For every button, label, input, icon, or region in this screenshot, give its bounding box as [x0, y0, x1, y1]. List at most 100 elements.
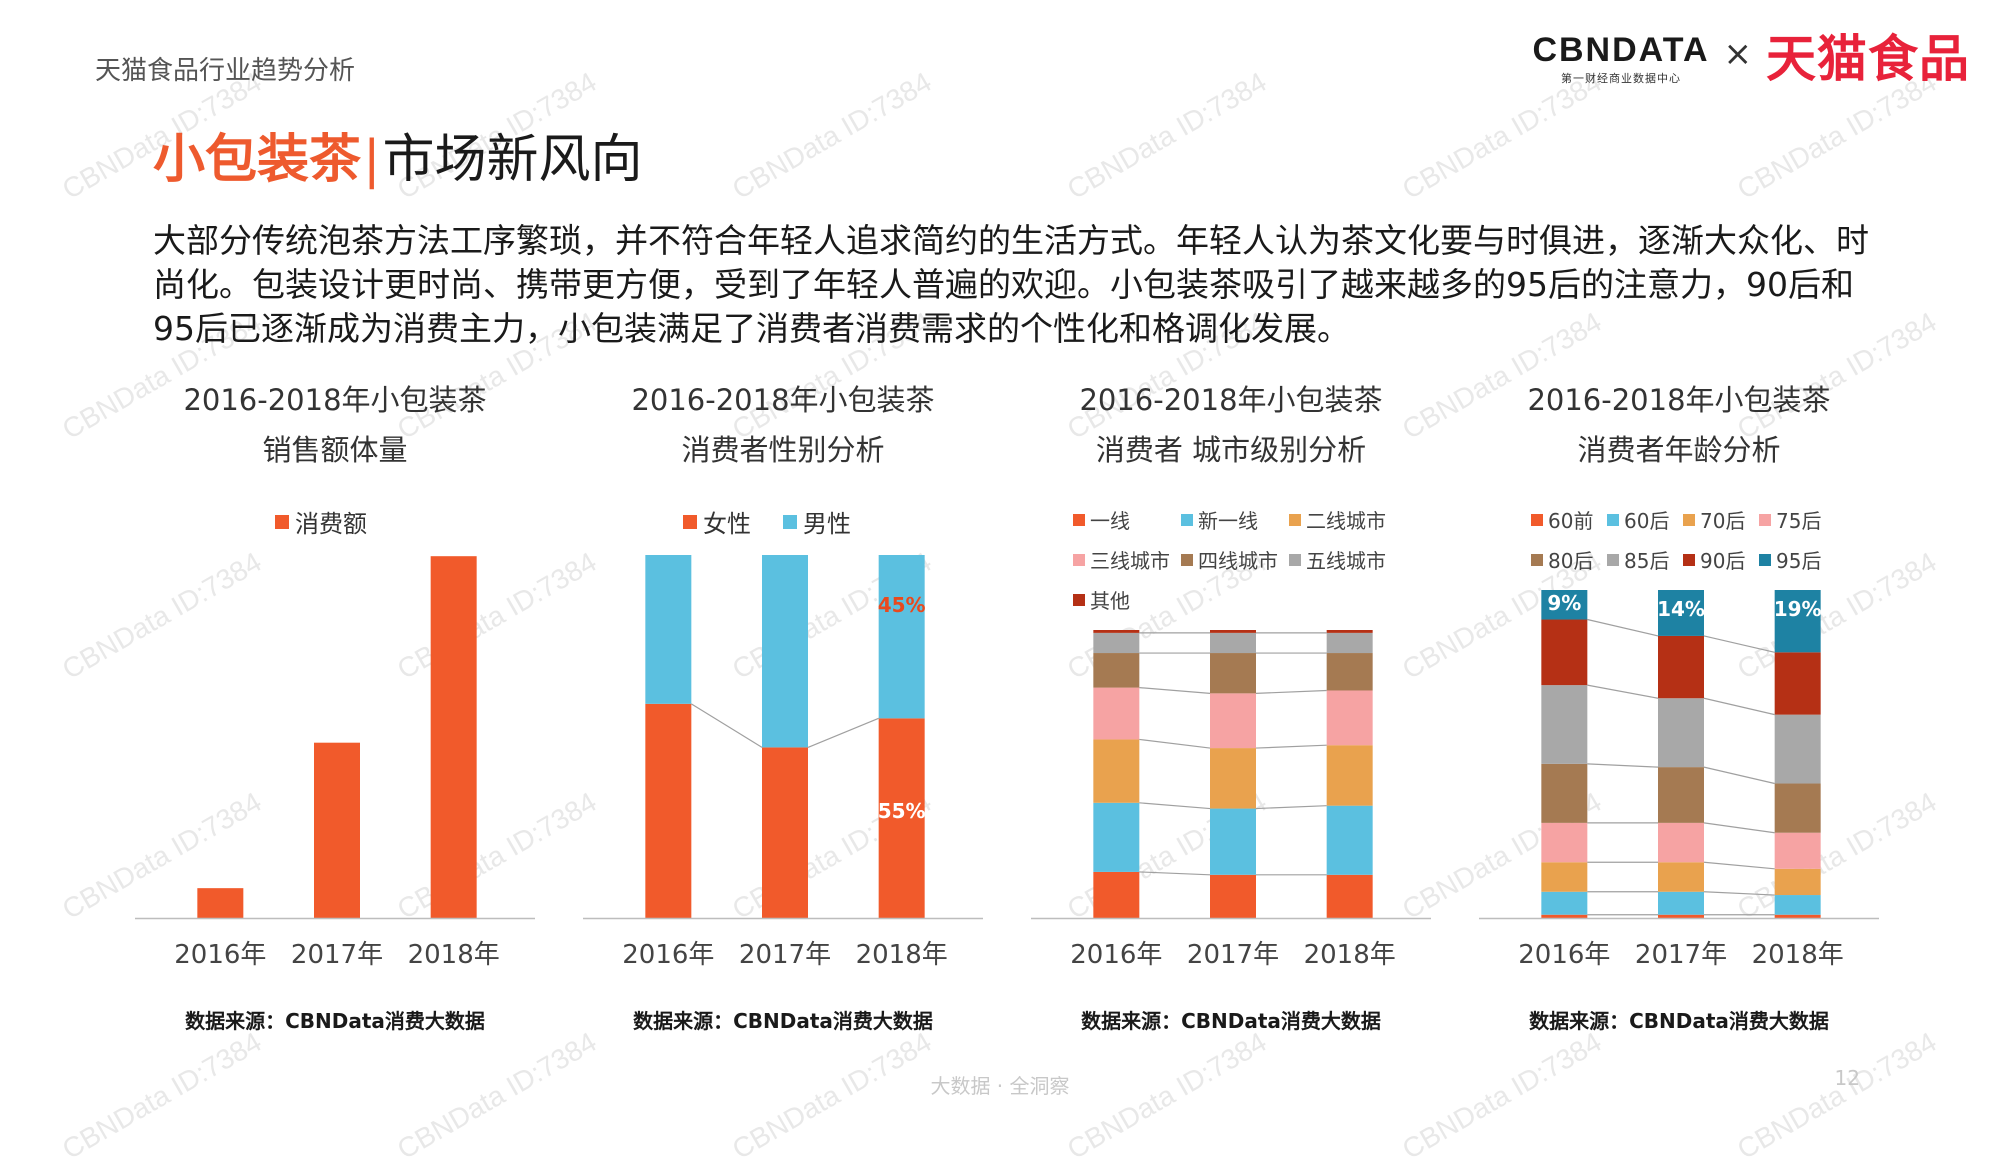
chart-source: 数据来源：CBNData消费大数据 [1081, 1009, 1381, 1033]
legend-label: 80后 [1548, 549, 1593, 573]
bar-segment [1774, 590, 1821, 653]
chart-source: 数据来源：CBNData消费大数据 [185, 1009, 485, 1033]
x-tick-label: 2017年 [1187, 940, 1279, 970]
bar-segment [1658, 698, 1704, 768]
x-tick-label: 2017年 [739, 940, 831, 970]
bar-segment [1774, 783, 1821, 833]
series-connector-line [807, 717, 879, 748]
bar-segment [1774, 652, 1821, 715]
bar-segment [1326, 805, 1373, 875]
series-connector-line [1703, 822, 1775, 834]
series-connector-line [1703, 861, 1775, 870]
legend-swatch- [783, 515, 797, 529]
legend-label: 二线城市 [1306, 509, 1386, 533]
bar-segment [1774, 714, 1821, 784]
legend-swatch [1607, 554, 1619, 566]
chart-city-tier: 一线 新一线 二线城市 三线城市 四线城市 五线城市 其他 2016年 2017年 2018年 2… [1021, 375, 1441, 1035]
bar-segment [1541, 822, 1588, 863]
legend-swatch [1683, 554, 1695, 566]
legend-swatch [1531, 514, 1543, 526]
bar-segment [1658, 862, 1704, 892]
data-label: 14% [1657, 597, 1705, 621]
series-connector-line [1587, 618, 1659, 637]
intro-paragraph: 大部分传统泡茶方法工序繁琐，并不符合年轻人追求简约的生活方式。年轻人认为茶文化要… [153, 221, 1869, 348]
bar-segment [878, 718, 925, 918]
bar-segment [1658, 891, 1704, 915]
legend-label: 60前 [1548, 509, 1593, 533]
data-label: 19% [1774, 597, 1822, 621]
bar-segment [1093, 653, 1140, 688]
bar-segment [1774, 914, 1821, 918]
bar-segment [1093, 802, 1140, 872]
x-tick-label: 2018年 [1304, 940, 1396, 970]
legend-swatch [1181, 554, 1193, 566]
bar-segment [1093, 687, 1140, 740]
legend-label: 五线城市 [1306, 549, 1386, 573]
bar-segment [878, 555, 925, 719]
bar-segment [1210, 693, 1256, 749]
chart-age: 60前 60后 70后 75后 80后 85后 90后 95后 2016年 2017年 2018年 9… [1469, 375, 1889, 1035]
cbndata-logo-subtitle: 第一财经商业数据中心 [1560, 72, 1681, 85]
legend-swatch- [683, 515, 697, 529]
legend-swatch [1607, 514, 1619, 526]
x-tick-label: 2018年 [1752, 940, 1844, 970]
legend-label: 95后 [1776, 549, 1821, 573]
series-connector-line [1703, 697, 1775, 716]
legend-label: 其他 [1090, 589, 1130, 613]
bar-segment [1541, 914, 1588, 918]
bar-segment [1210, 808, 1256, 875]
x-tick-label: 2016年 [1070, 940, 1162, 970]
bar-segment [1326, 630, 1373, 633]
series-connector-line [1139, 687, 1211, 694]
chart-title-line1: 2016-2018年小包装茶 [631, 383, 935, 417]
chart-title-line2: 消费者年龄分析 [1577, 433, 1781, 467]
bar-segment [1774, 832, 1821, 869]
series-connector-line [1139, 871, 1211, 876]
legend-swatch [1181, 514, 1193, 526]
chart-source: 数据来源：CBNData消费大数据 [1529, 1009, 1829, 1033]
bar-segment [1658, 635, 1704, 699]
chart-source: 数据来源：CBNData消费大数据 [633, 1009, 933, 1033]
chart-age-plot: 60前 60后 70后 75后 80后 85后 90后 95后 2016年 2017年 2018年 9… [1479, 509, 1879, 970]
footer-slogan: 大数据 · 全洞察 [930, 1074, 1070, 1098]
report-title: 天猫食品行业趋势分析 [95, 56, 356, 86]
watermark-text: CBNData ID:7384 [727, 66, 937, 206]
legend-label: 四线城市 [1198, 549, 1278, 573]
x-tick-label: 2017年 [291, 940, 383, 970]
legend-swatch [1289, 554, 1301, 566]
series-connector-line [1139, 738, 1211, 749]
watermark-text: CBNData ID:7384 [1062, 66, 1272, 206]
legend-swatch [1073, 554, 1085, 566]
bar-segment [1093, 630, 1140, 633]
chart-title-line1: 2016-2018年小包装茶 [1527, 383, 1831, 417]
legend-swatch [1073, 594, 1085, 606]
bar-segment [645, 555, 692, 704]
legend-label: 新一线 [1198, 509, 1258, 533]
bar-segment [1326, 653, 1373, 691]
legend-label: 90后 [1700, 549, 1745, 573]
bar-segment [1326, 745, 1373, 806]
bar-segment [1658, 767, 1704, 823]
x-tick-label: 2016年 [622, 940, 714, 970]
x-tick-label: 2016年 [174, 940, 266, 970]
bar [314, 742, 360, 918]
chart-title-line2: 销售额体量 [262, 433, 408, 467]
legend-swatch [1683, 514, 1695, 526]
legend-label: 一线 [1090, 509, 1130, 533]
bar-segment [1541, 685, 1588, 764]
data-label: 45% [878, 593, 926, 617]
logo-times-sign: × [1723, 34, 1753, 74]
bar-segment [1210, 630, 1256, 633]
series-connector-line [1587, 763, 1659, 768]
chart-title: 2016-2018年小包装茶 销售额体量 [125, 375, 545, 475]
page-title-divider: | [363, 130, 381, 190]
bar-segment [1774, 868, 1821, 896]
tmall-food-logo: 天猫食品 [1766, 30, 1970, 88]
cbndata-logo-word: CBNDATA [1532, 31, 1710, 69]
page-title-accent: 小包装茶 [153, 130, 362, 190]
bar-segment [1541, 590, 1588, 620]
legend-label: 70后 [1700, 509, 1745, 533]
data-label: 55% [878, 799, 926, 823]
x-tick-label: 2018年 [408, 940, 500, 970]
legend-swatch [1759, 554, 1771, 566]
